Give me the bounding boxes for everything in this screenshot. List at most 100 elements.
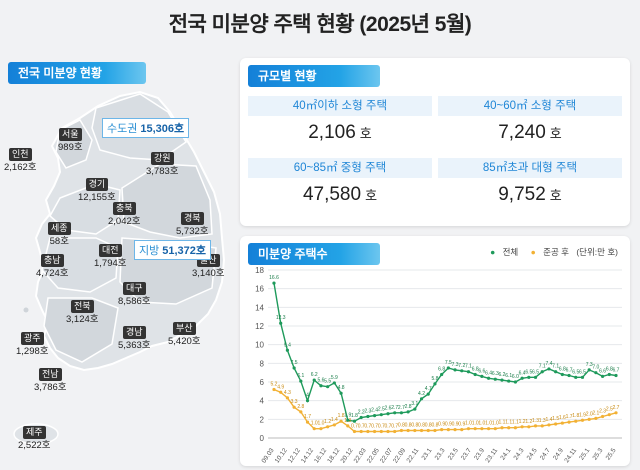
chart-card-title: 미분양 주택수 xyxy=(248,243,380,265)
data-point xyxy=(352,419,357,423)
region-value: 8,586호 xyxy=(118,296,151,307)
size-cell-value: 47,580 호 xyxy=(302,184,378,205)
region-name: 경북 xyxy=(180,212,204,225)
size-cell-40-under: 40㎡이하 소형 주택 2,106 호 xyxy=(248,96,432,156)
x-tick-label: 22.05 xyxy=(366,447,381,465)
data-point xyxy=(292,366,296,370)
data-point xyxy=(366,429,370,434)
size-cell-value: 9,752 호 xyxy=(498,184,562,205)
size-cell-40-60: 40~60㎡ 소형 주택 7,240 호 xyxy=(438,96,622,156)
data-point xyxy=(567,420,571,424)
unit-note: (단위:만 호) xyxy=(576,247,618,257)
data-label: 1.3 xyxy=(532,418,539,424)
data-point xyxy=(272,387,276,392)
page-title: 전국 미분양 주택 현황 (2025년 5월) xyxy=(168,13,472,36)
data-point xyxy=(520,376,524,380)
x-tick-label: 14.12 xyxy=(300,447,315,465)
data-point xyxy=(372,429,377,434)
data-point xyxy=(326,385,330,389)
data-point xyxy=(426,392,430,396)
data-point xyxy=(272,281,276,285)
data-label: 1.6 xyxy=(559,415,566,421)
data-point xyxy=(520,425,524,429)
data-label: 0.8 xyxy=(405,423,412,429)
data-point xyxy=(446,366,450,370)
region-value: 3,140호 xyxy=(192,268,225,279)
data-point xyxy=(493,427,497,431)
x-tick-label: 23.11 xyxy=(484,447,499,464)
data-label: 1.7 xyxy=(304,414,311,420)
data-point xyxy=(406,428,410,433)
data-point xyxy=(359,415,363,420)
data-point xyxy=(594,416,598,420)
data-label: 2.8 xyxy=(297,404,304,410)
data-label: 0.9 xyxy=(458,422,465,428)
data-point xyxy=(500,378,504,382)
data-label: 2.7 xyxy=(613,405,620,411)
data-label: 6.4 xyxy=(485,370,492,376)
data-point xyxy=(285,396,290,400)
unsold-chart-card: 미분양 주택수 ● 전체 ● 준공 후 (단위:만 호) 0 2 4 6 8 10 12 14… xyxy=(240,236,630,466)
data-label: 6.4 xyxy=(519,370,526,376)
region-chungnam: 충남 4,724호 xyxy=(36,250,69,280)
data-label: 6.2 xyxy=(499,372,506,378)
data-point xyxy=(393,429,397,434)
y-tick-label: 14 xyxy=(255,303,264,312)
data-point xyxy=(285,348,290,352)
data-label: 2.7 xyxy=(391,405,398,411)
data-point xyxy=(486,427,491,431)
unsold-line-chart: 0 2 4 6 8 10 12 14 16 18 09.0310.1212.1214.1216.12… xyxy=(255,266,622,465)
series-line-total xyxy=(273,282,617,422)
data-point xyxy=(453,428,457,432)
data-label: 2.3 xyxy=(364,409,371,415)
data-point xyxy=(332,381,336,385)
data-label: 0.9 xyxy=(438,422,445,428)
data-label: 2.7 xyxy=(398,405,405,411)
region-value: 4,724호 xyxy=(36,268,69,279)
data-label: 7.1 xyxy=(539,364,546,370)
size-breakdown-card: 규모별 현황 40㎡이하 소형 주택 2,106 호 40~60㎡ 소형 주택 7… xyxy=(240,58,630,226)
region-gwangju: 광주 1,298호 xyxy=(16,328,49,358)
y-tick-label: 18 xyxy=(255,266,264,275)
data-point xyxy=(533,424,538,428)
data-label: 1.9 xyxy=(344,412,351,418)
data-point xyxy=(580,418,585,422)
data-point xyxy=(312,378,316,382)
x-tick-label: 23.5 xyxy=(447,447,460,462)
data-label: 7.5 xyxy=(445,360,452,366)
data-label: 1.4 xyxy=(331,417,338,423)
data-label: 0.8 xyxy=(411,423,418,429)
data-label: 2.0 xyxy=(586,411,593,417)
data-label: 6.0 xyxy=(512,374,519,380)
y-tick-label: 6 xyxy=(260,378,265,387)
x-tick-label: 22.11 xyxy=(406,447,421,464)
data-label: 5.8 xyxy=(431,376,438,382)
x-tick-label: 10.12 xyxy=(274,447,289,465)
y-tick-label: 16 xyxy=(255,285,264,294)
data-label: 1.2 xyxy=(525,419,532,425)
data-point xyxy=(453,368,457,372)
data-label: 2.4 xyxy=(371,408,378,414)
region-name: 강원 xyxy=(150,152,174,165)
data-point xyxy=(460,428,464,432)
region-daejeon: 대전 1,794호 xyxy=(94,240,127,270)
data-label: 7.0 xyxy=(592,365,599,371)
data-point xyxy=(473,427,477,431)
y-tick-label: 0 xyxy=(260,434,265,443)
data-point xyxy=(399,428,404,433)
data-label: 1.1 xyxy=(505,420,512,426)
data-point xyxy=(554,422,558,426)
data-point xyxy=(379,429,383,434)
x-tick-label: 22.03 xyxy=(353,447,368,465)
x-tick-label: 24.11 xyxy=(563,447,578,464)
region-name: 충북 xyxy=(112,202,136,215)
data-point xyxy=(346,418,350,422)
data-point xyxy=(406,410,410,414)
data-point xyxy=(299,410,303,414)
x-tick-label: 25.1 xyxy=(578,447,591,462)
data-label: 1.5 xyxy=(552,416,559,422)
data-point xyxy=(540,370,544,374)
x-tick-label: 18.12 xyxy=(326,447,341,465)
region-name: 부산 xyxy=(172,322,196,335)
data-point xyxy=(413,428,417,433)
